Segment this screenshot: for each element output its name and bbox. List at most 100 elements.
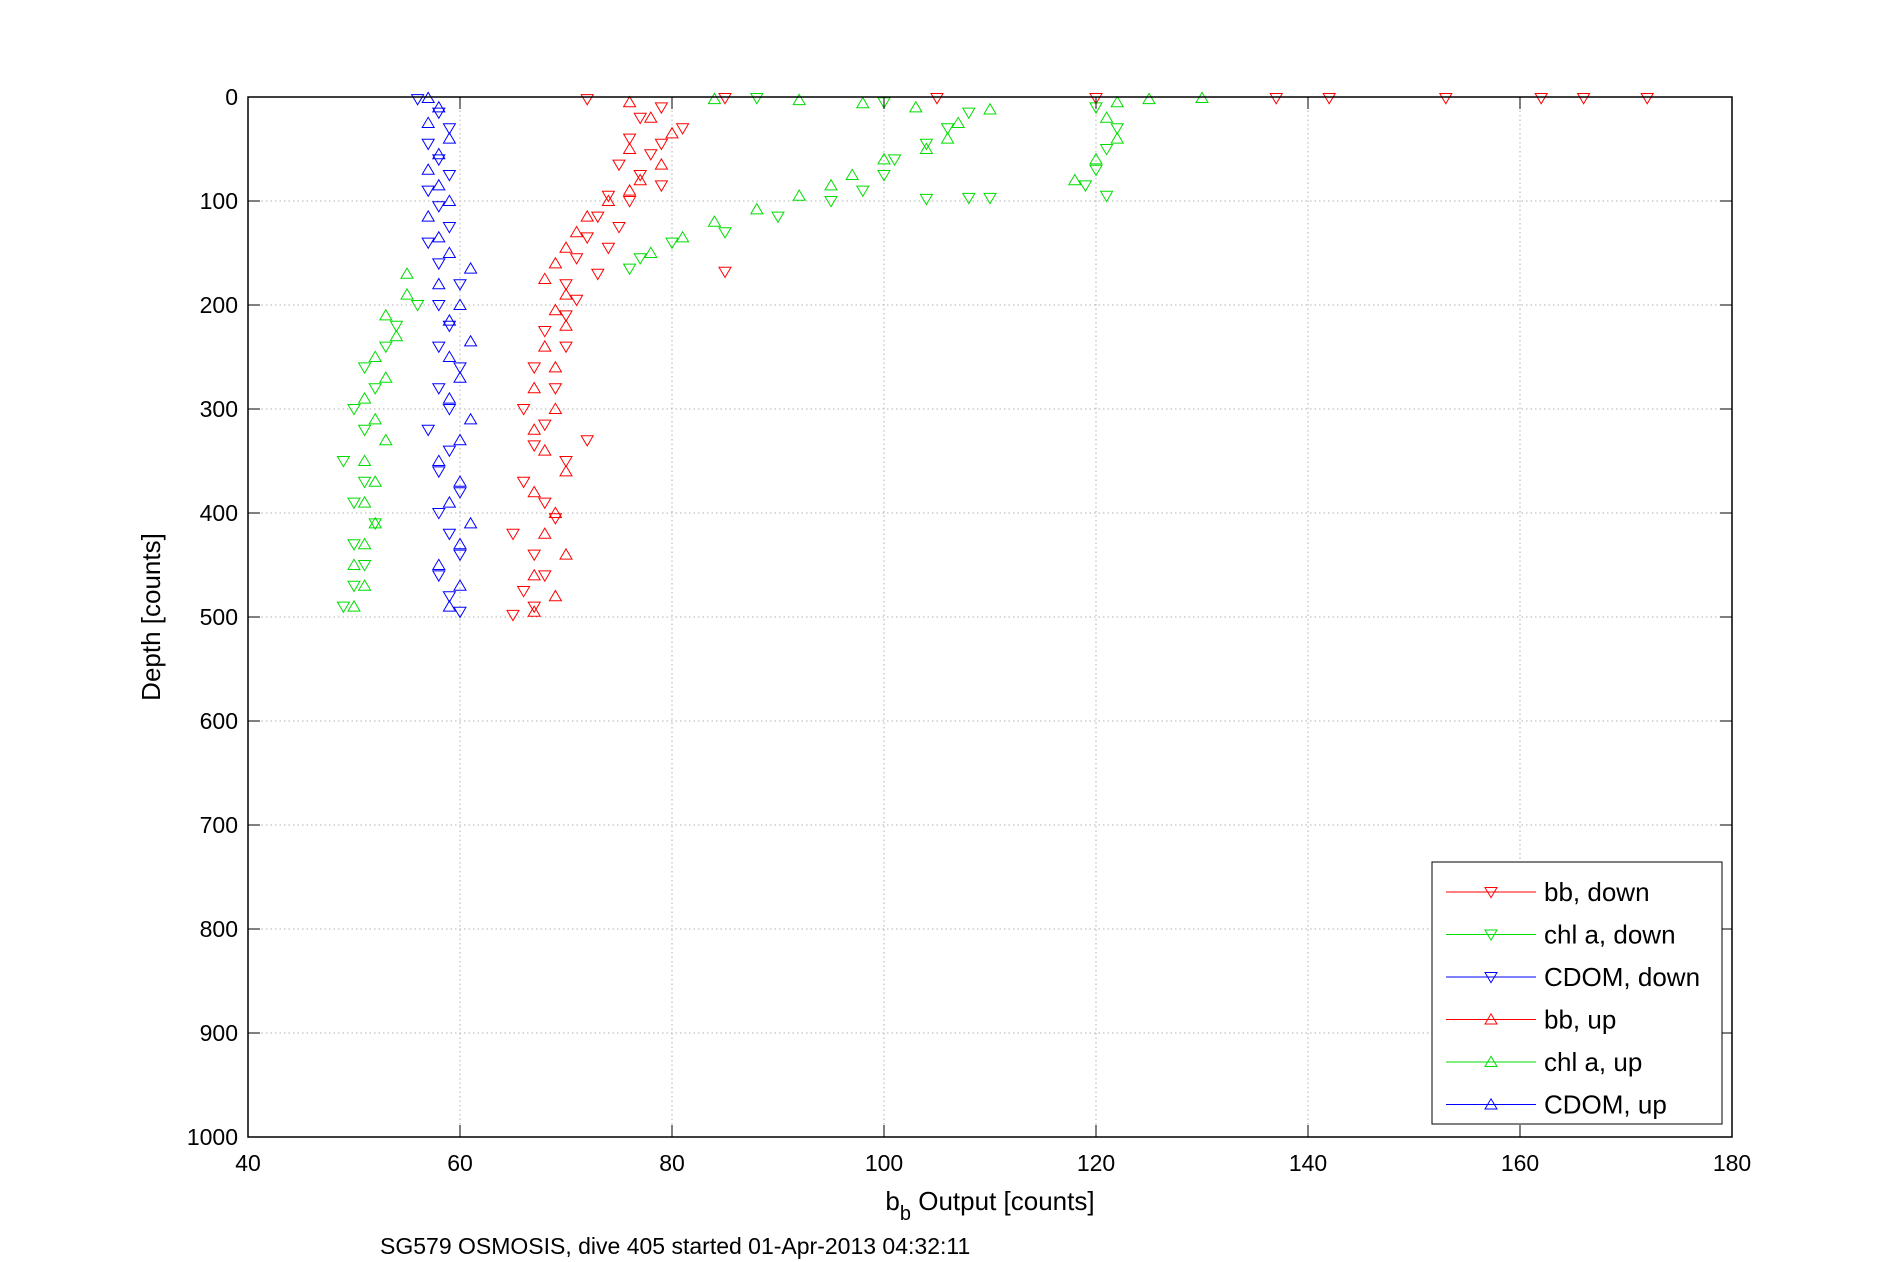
legend-marker (1484, 929, 1498, 942)
data-point (442, 599, 457, 612)
data-point (357, 495, 372, 508)
data-point (749, 202, 764, 215)
data-point (453, 433, 467, 446)
legend-marker (1484, 887, 1498, 899)
data-point (1089, 93, 1103, 105)
data-point (908, 100, 923, 113)
data-point (887, 154, 902, 167)
x-axis-label-main: b (885, 1186, 899, 1216)
data-point (527, 423, 542, 435)
data-point (548, 402, 563, 414)
data-point (431, 107, 446, 120)
data-point (537, 497, 552, 510)
data-point (548, 506, 563, 518)
data-point (431, 466, 446, 479)
data-point (431, 300, 446, 312)
data-point (421, 237, 436, 250)
data-point (643, 149, 658, 161)
data-point (654, 180, 669, 193)
legend-item: bb, up (1446, 1005, 1616, 1035)
data-point (463, 412, 478, 425)
data-point (537, 527, 552, 539)
data-point (590, 211, 605, 224)
data-point (431, 558, 446, 570)
data-point (453, 298, 467, 310)
data-point (1576, 93, 1591, 105)
data-point (665, 126, 679, 139)
data-point (506, 609, 520, 622)
data-point (824, 196, 838, 208)
data-point (453, 362, 467, 375)
data-point (453, 579, 467, 591)
data-point (453, 371, 467, 383)
data-point (410, 300, 425, 312)
data-point (1089, 164, 1103, 177)
data-point (633, 112, 648, 125)
data-point (431, 383, 446, 395)
x-tick-label: 100 (865, 1150, 903, 1176)
data-point (400, 267, 414, 279)
data-point (421, 163, 436, 175)
data-point (569, 294, 584, 307)
series-chl-a-down (336, 93, 1125, 614)
data-point (463, 516, 478, 529)
x-tick-label: 60 (447, 1150, 473, 1176)
legend-item: chl a, down (1446, 920, 1676, 950)
data-point (792, 189, 807, 201)
data-point (1269, 93, 1284, 105)
data-point (612, 159, 626, 172)
series-bb-up (527, 95, 679, 617)
data-point (400, 287, 414, 300)
data-point (537, 419, 552, 432)
data-point (347, 599, 361, 612)
data-point (824, 178, 838, 191)
data-point (559, 241, 573, 253)
data-point (643, 111, 658, 123)
data-point (580, 232, 595, 245)
data-point (431, 201, 446, 213)
data-point (654, 102, 669, 115)
data-point (548, 256, 563, 269)
data-point (516, 476, 531, 489)
data-point (516, 404, 531, 416)
data-point (569, 225, 584, 238)
data-point (654, 138, 669, 151)
data-point (431, 178, 446, 191)
data-point (845, 168, 860, 180)
data-point (877, 152, 891, 165)
data-point (347, 580, 361, 593)
data-point (431, 230, 446, 243)
data-point (537, 272, 552, 284)
data-point (431, 570, 446, 583)
data-point (749, 93, 764, 105)
data-point (622, 142, 637, 154)
data-point (357, 362, 372, 375)
data-point (442, 445, 457, 458)
data-point (431, 277, 446, 290)
axis-ticks: 40 60 80 100 120 140 160 180 0 100 200 300 400 500 600… (187, 84, 1751, 1176)
legend-item: chl a, up (1446, 1047, 1642, 1077)
caption: SG579 OSMOSIS, dive 405 started 01-Apr-2… (380, 1233, 970, 1259)
data-point (442, 194, 457, 206)
data-point (357, 537, 372, 550)
y-tick-label: 0 (225, 84, 238, 110)
data-point (421, 185, 436, 198)
data-point (718, 227, 732, 239)
data-point (983, 192, 997, 205)
data-point (368, 518, 383, 531)
x-tick-label: 140 (1289, 1150, 1327, 1176)
data-point (442, 350, 457, 362)
data-point (622, 263, 637, 276)
data-point (559, 287, 573, 300)
data-point (940, 123, 955, 135)
data-point (1099, 190, 1114, 203)
y-tick-label: 400 (200, 500, 238, 526)
legend-label: chl a, down (1544, 920, 1676, 950)
x-tick-label: 180 (1713, 1150, 1751, 1176)
data-point (855, 96, 870, 109)
data-point (442, 170, 457, 182)
series-bb-down (506, 93, 1655, 622)
data-point (421, 209, 436, 222)
data-point (453, 537, 467, 550)
data-point (1099, 144, 1114, 156)
